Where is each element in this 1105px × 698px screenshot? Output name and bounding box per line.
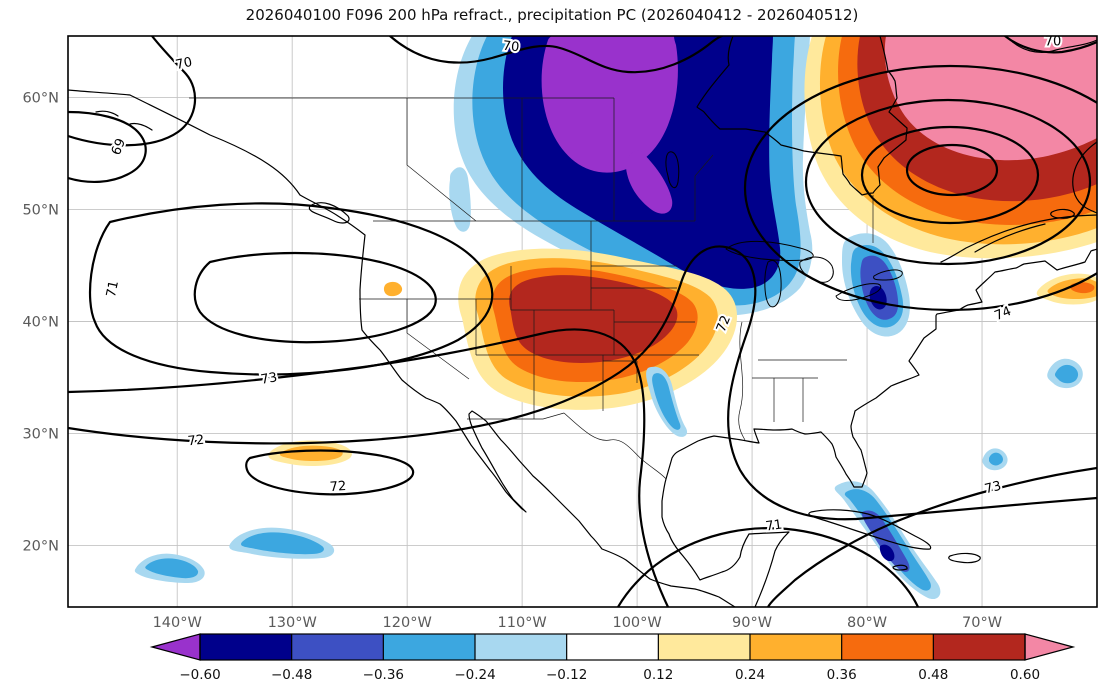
x-tick-label: 80°W [847, 615, 887, 631]
contour-line [68, 36, 197, 147]
lake-outline [725, 240, 814, 261]
filled-region-purple [625, 150, 673, 214]
contour-line [68, 110, 147, 184]
x-tick-label: 70°W [962, 615, 1002, 631]
contour-line [905, 143, 999, 197]
filled-region-purple [541, 36, 678, 173]
axis-tick-labels: 140°W 130°W 120°W 110°W 100°W 90°W 80°W 70°W 20°… [22, 91, 1002, 631]
contour-label: 69 [109, 137, 129, 158]
contour-label: 70 [502, 39, 520, 56]
contour-label: 72 [329, 479, 347, 495]
contour-line [743, 64, 1097, 312]
plot-frame [67, 35, 1098, 608]
contour-line [68, 245, 1097, 521]
coastline [948, 552, 981, 564]
colorbar-over-arrow [1024, 633, 1076, 661]
colorbar-tick-label: −0.24 [454, 667, 495, 683]
contour-lines [68, 36, 1097, 607]
contour-line [68, 328, 670, 607]
coastline [892, 564, 908, 571]
colorbar-segment [750, 634, 842, 660]
contour-label: 71 [765, 517, 783, 534]
filled-region-skyblue [145, 558, 199, 579]
x-tick-label: 120°W [383, 615, 432, 631]
filled-region-darkred [509, 275, 678, 363]
coastline [1007, 37, 1097, 53]
colorbar-tick-label: 0.12 [643, 667, 673, 683]
colorbar-segment [566, 634, 659, 660]
contour-line [245, 449, 415, 496]
filled-anomaly-regions [134, 36, 1097, 600]
colorbar-tick-label: 0.36 [827, 667, 857, 683]
colorbar-tick-label: −0.12 [546, 667, 587, 683]
colorbar-tick-label: −0.60 [179, 667, 220, 683]
lake-outline [764, 260, 782, 308]
coastline [1050, 208, 1075, 219]
lake-outline [665, 151, 680, 189]
contour-label: 72 [187, 433, 205, 450]
contour-label: 70 [1045, 35, 1062, 50]
coastline [1072, 141, 1097, 214]
colorbar-segment [841, 634, 934, 660]
y-tick-label: 50°N [22, 203, 59, 219]
contour-line [616, 527, 920, 607]
chart-title: 2026040100 F096 200 hPa refract., precip… [246, 6, 859, 24]
y-tick-label: 60°N [22, 91, 59, 107]
colorbar-segment [200, 634, 292, 660]
filled-region-lightblue [449, 167, 471, 232]
y-tick-label: 40°N [22, 315, 59, 331]
colorbar-segment [658, 634, 750, 660]
y-tick-label: 20°N [22, 538, 59, 554]
colorbar-tick-label: −0.48 [271, 667, 312, 683]
contour-line [860, 125, 1040, 225]
filled-region-skyblue [1054, 364, 1079, 384]
filled-region-skyblue [652, 373, 681, 430]
colorbar-segment [291, 634, 384, 660]
coastline [68, 89, 736, 607]
colorbar: −0.60 −0.48 −0.36 −0.24 −0.12 0.12 0.24 0.36 0.4… [149, 633, 1076, 683]
lake-outline [835, 283, 882, 301]
coastline [661, 248, 1097, 607]
coastline [696, 36, 908, 196]
filled-region-skyblue [241, 532, 324, 555]
colorbar-tick-label: 0.60 [1010, 667, 1040, 683]
contour-label: 70 [174, 55, 193, 73]
contour-label: 73 [983, 479, 1003, 498]
filled-region-navy [879, 544, 895, 562]
x-tick-label: 90°W [732, 615, 772, 631]
contour-line [804, 98, 1092, 266]
coastline [808, 509, 932, 550]
contour-line [1003, 36, 1097, 54]
colorbar-tick-label: −0.36 [363, 667, 404, 683]
colorbar-tick-label: 0.24 [735, 667, 765, 683]
colorbar-segment [933, 634, 1025, 660]
filled-region-gold [383, 281, 403, 297]
colorbar-segment [475, 634, 567, 660]
y-tick-label: 30°N [22, 426, 59, 442]
contour-line [193, 251, 437, 344]
x-tick-label: 110°W [498, 615, 547, 631]
contour-line [388, 36, 724, 74]
filled-region-skyblue [989, 452, 1003, 466]
coastline [308, 202, 350, 224]
x-tick-label: 130°W [268, 615, 317, 631]
contour-line [88, 202, 494, 376]
contour-label: 71 [104, 279, 122, 298]
colorbar-tick-label: 0.48 [918, 667, 948, 683]
filled-region-blue [861, 510, 910, 572]
colorbar-under-arrow [149, 633, 201, 661]
x-tick-label: 100°W [612, 615, 661, 631]
contour-label: 73 [260, 370, 279, 388]
coastline [95, 110, 153, 131]
coastline [974, 223, 1046, 253]
colorbar-segment [383, 634, 475, 660]
contour-line [766, 466, 1097, 607]
lake-outline [873, 269, 903, 281]
x-tick-label: 140°W [153, 615, 202, 631]
